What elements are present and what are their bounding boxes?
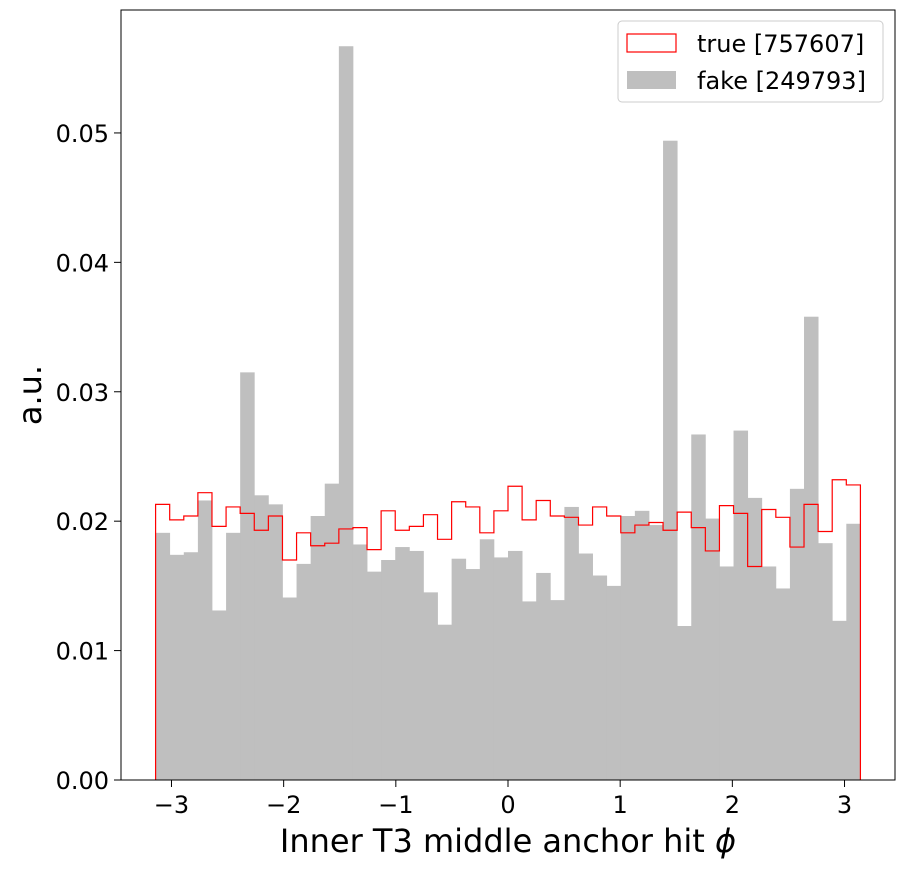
y-tick-label: 0.03 [56,379,109,407]
fake-bar [395,547,410,780]
fake-series-bars [155,46,861,781]
fake-bar [367,571,382,780]
fake-bar [550,600,565,780]
fake-bar [663,140,678,780]
fake-bar [381,560,396,780]
fake-bar [804,316,819,780]
x-tick-label: −3 [154,791,189,819]
fake-bar [761,566,777,780]
fake-bar [536,572,551,780]
fake-bar [578,553,593,780]
fake-bar [240,372,255,780]
fake-bar [197,500,213,780]
x-tick-label: 2 [725,791,740,819]
fake-bar [606,585,622,780]
x-tick-label: −1 [378,791,413,819]
fake-bar [564,506,579,780]
fake-bar [479,539,495,780]
fake-bar [747,497,763,780]
true-series-step-line [154,479,862,780]
fake-bar [634,510,650,780]
fake-bar [296,563,312,780]
fake-bar [705,518,720,780]
y-axis-label: a.u. [11,365,49,425]
fake-bar [592,575,608,780]
y-axis: 0.00 0.01 0.02 0.03 0.04 0.05 [56,120,121,795]
x-tick-label: 0 [500,791,515,819]
fake-bar [310,516,326,780]
fake-bar [846,523,861,780]
fake-bar [719,566,734,780]
y-tick-label: 0.04 [56,249,109,277]
fake-bar [522,601,537,780]
fake-bar [183,552,199,780]
x-tick-label: 3 [837,791,852,819]
legend-box [617,20,884,103]
x-axis-label: Inner T3 middle anchor hit ϕ [280,822,736,860]
x-tick-label: 1 [613,791,628,819]
fake-bar [677,626,692,780]
legend-fake-swatch [627,71,676,89]
fake-bar [818,543,833,780]
fake-bar [169,554,185,780]
legend: true [757607] fake [249793] [617,20,884,103]
fake-bar [620,516,636,780]
fake-bar [691,434,706,780]
x-tick-label: −2 [266,791,301,819]
y-tick-label: 0.05 [56,120,109,148]
fake-bar [254,495,269,780]
fake-bar [409,550,424,780]
fake-bar [226,532,241,780]
fake-bar [493,557,509,780]
legend-true-swatch [626,33,677,53]
fake-bar [423,592,438,780]
x-axis: −3 −2 −1 0 1 2 3 [154,780,852,819]
fake-bar [733,430,749,780]
y-tick-label: 0.02 [56,508,109,536]
legend-true-label: true [757607] [697,30,864,58]
fake-bar [465,569,481,780]
fake-bar [338,46,354,781]
fake-bar [211,610,227,780]
fake-bar [508,550,523,780]
fake-bar [437,624,453,780]
fake-bar [789,488,805,780]
fake-bar [352,544,368,780]
fake-bar [775,588,791,780]
fake-bar [324,483,340,780]
fake-bar [155,532,171,780]
fake-bar [282,597,297,780]
fake-bar [268,504,283,780]
y-tick-label: 0.00 [56,767,109,795]
fake-bar [648,525,664,780]
legend-fake-label: fake [249793] [697,67,866,95]
y-tick-label: 0.01 [56,638,109,666]
fake-bar [832,620,847,780]
fake-bar [451,558,467,780]
